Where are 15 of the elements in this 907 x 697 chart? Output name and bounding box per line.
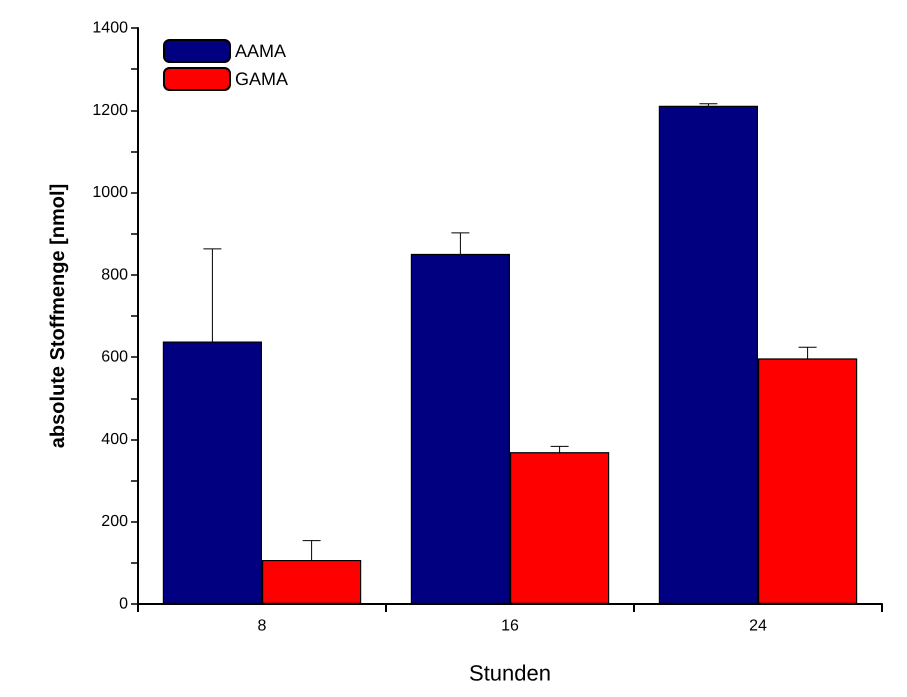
y-tick-label: 0 xyxy=(119,596,128,612)
y-tick-label: 1400 xyxy=(92,20,128,36)
y-axis-title: absolute Stoffmenge [nmol] xyxy=(47,184,69,448)
y-tick-label: 200 xyxy=(101,513,128,530)
y-tick-label: 600 xyxy=(101,348,128,366)
x-axis-title: Stunden xyxy=(469,660,551,686)
x-tick-label: 24 xyxy=(749,618,767,634)
y-tick-label: 1000 xyxy=(92,184,128,202)
y-tick-label: 400 xyxy=(101,430,128,448)
x-tick-label: 8 xyxy=(258,618,267,634)
legend-label: GAMA xyxy=(235,69,288,89)
legend-label: AAMA xyxy=(235,41,286,61)
y-tick-label: 1200 xyxy=(92,102,128,119)
x-tick-label: 16 xyxy=(501,618,519,634)
y-tick-label: 800 xyxy=(101,266,128,284)
